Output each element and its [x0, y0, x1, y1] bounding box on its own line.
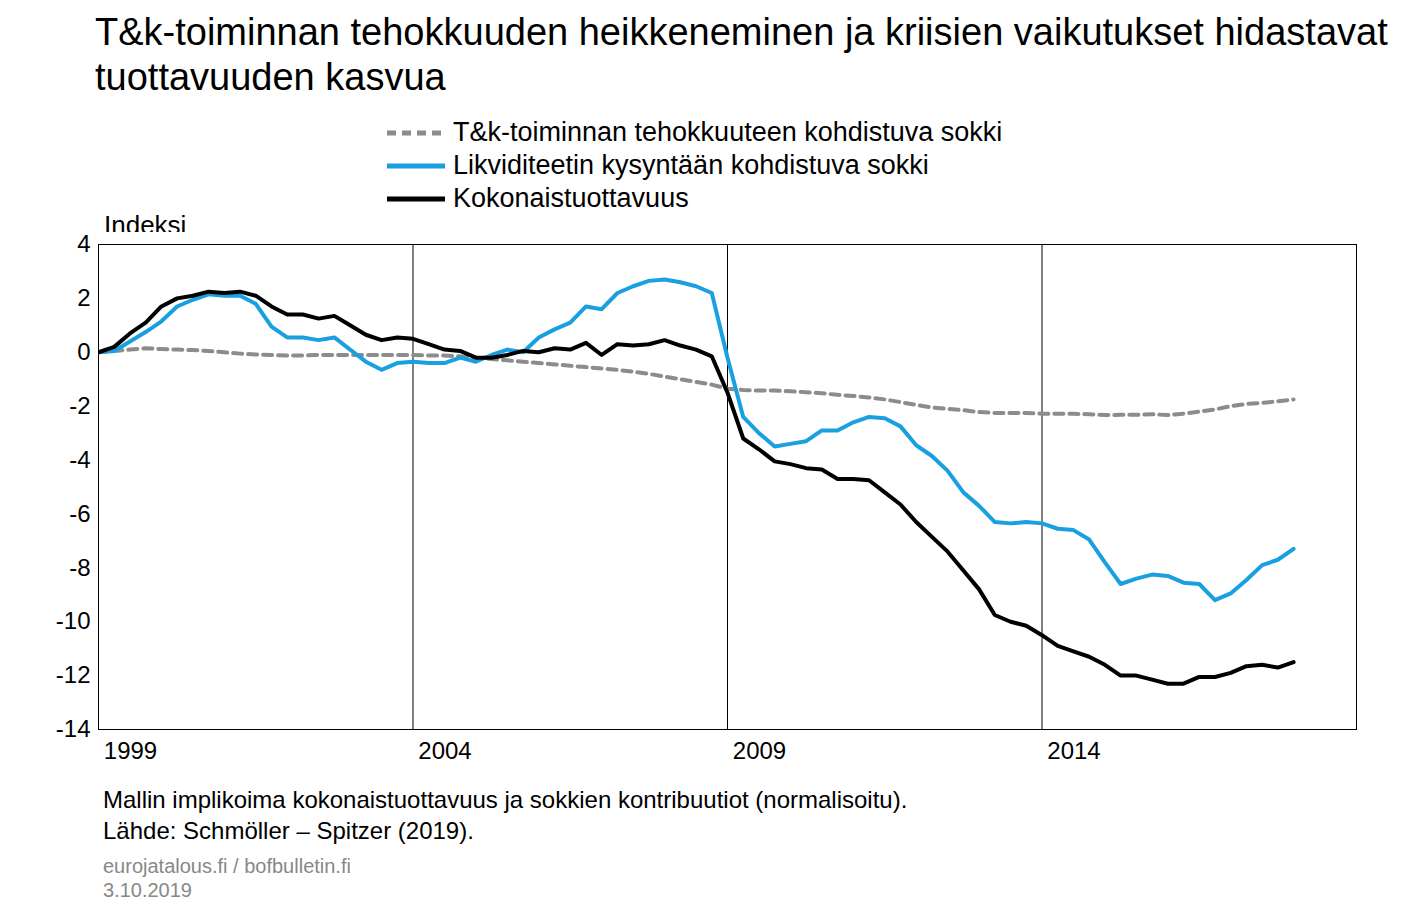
svg-text:0: 0 [77, 338, 90, 365]
html-text:Indeksi: Indeksi [104, 210, 187, 240]
svg-text:-12: -12 [56, 661, 91, 688]
svg-text:2014: 2014 [1047, 737, 1100, 764]
svg-text:-2: -2 [69, 392, 90, 419]
svg-text:1999: 1999 [104, 737, 157, 764]
svg-text:4: 4 [77, 230, 90, 257]
svg-text:-8: -8 [69, 554, 90, 581]
svg-text:2009: 2009 [733, 737, 786, 764]
svg-text:-4: -4 [69, 446, 90, 473]
html-text:Likviditeetin kysyntään kohdis: Likviditeetin kysyntään kohdistuva sokki [453, 150, 929, 180]
svg-text:2: 2 [77, 284, 90, 311]
svg-text:-10: -10 [56, 607, 91, 634]
svg-text:-14: -14 [56, 715, 91, 742]
svg-text:-6: -6 [69, 500, 90, 527]
html-text:Mallin implikoima kokonaistuot: Mallin implikoima kokonaistuottavuus ja … [103, 786, 908, 813]
html-text:eurojatalous.fi / bofbulletin.: eurojatalous.fi / bofbulletin.fi [103, 855, 351, 877]
html-text:T&k-toiminnan tehokkuuden heik: T&k-toiminnan tehokkuuden heikkeneminen … [95, 11, 1388, 98]
html-text:Kokonaistuottavuus: Kokonaistuottavuus [453, 183, 689, 213]
html-text:T&k-toiminnan tehokkuuteen koh: T&k-toiminnan tehokkuuteen kohdistuva so… [453, 117, 1003, 147]
html-text:Lähde: Schmöller – Spitzer (20: Lähde: Schmöller – Spitzer (2019). [103, 817, 474, 844]
svg-text:2004: 2004 [418, 737, 471, 764]
html-text:3.10.2019: 3.10.2019 [103, 879, 192, 901]
